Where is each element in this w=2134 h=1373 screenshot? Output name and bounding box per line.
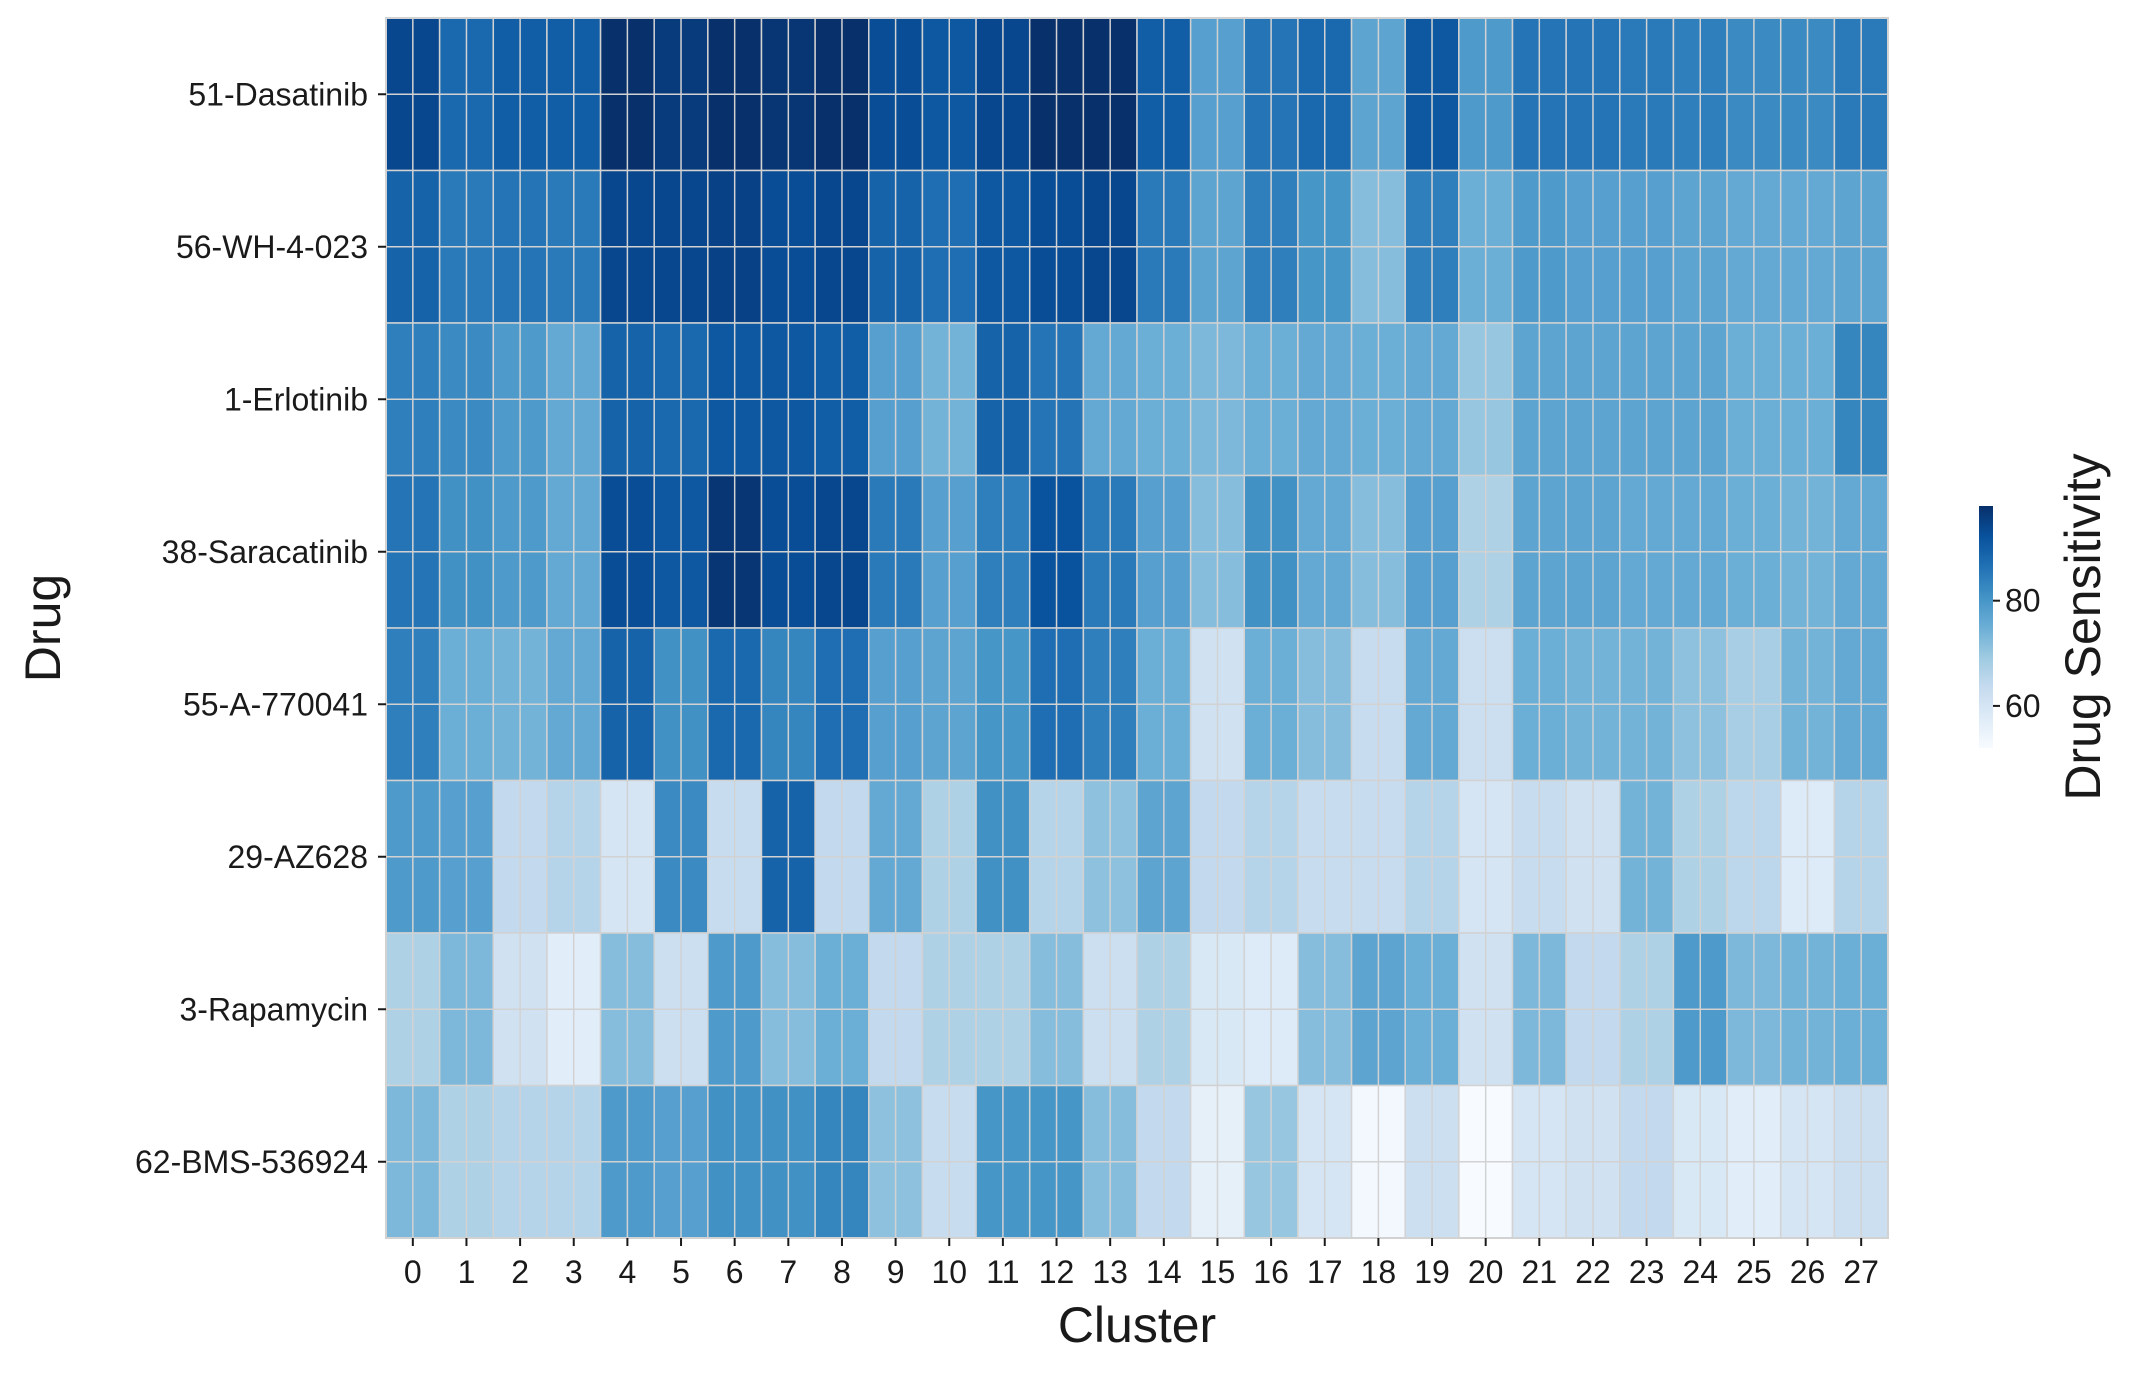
- heatmap-cells: [385, 17, 1889, 1239]
- x-tick-label: 24: [1682, 1254, 1718, 1290]
- x-axis-ticks: 0 1 2 3 4 5 6 7 8 9 10 11 12 13 14 15 16 17 18 19 20 21 22 23 24…: [404, 1238, 1879, 1290]
- x-tick-label: 10: [931, 1254, 967, 1290]
- y-tick-label: 51-Dasatinib: [188, 76, 368, 112]
- y-tick-label: 1-Erlotinib: [224, 381, 368, 417]
- y-tick-label: 62-BMS-536924: [135, 1144, 368, 1180]
- x-tick-label: 25: [1736, 1254, 1772, 1290]
- colorbar-label: Drug Sensitivity: [2055, 453, 2111, 800]
- x-tick-label: 7: [779, 1254, 797, 1290]
- x-tick-label: 2: [511, 1254, 529, 1290]
- x-tick-label: 14: [1146, 1254, 1182, 1290]
- y-axis-label: Drug: [15, 574, 71, 682]
- x-tick-label: 27: [1843, 1254, 1879, 1290]
- colorbar-tick-label: 80: [2005, 583, 2041, 619]
- x-tick-label: 18: [1361, 1254, 1397, 1290]
- x-tick-label: 15: [1200, 1254, 1236, 1290]
- x-tick-label: 5: [672, 1254, 690, 1290]
- x-tick-label: 17: [1307, 1254, 1343, 1290]
- x-tick-label: 26: [1790, 1254, 1826, 1290]
- y-axis-ticks: 51-Dasatinib 56-WH-4-023 1-Erlotinib 38-Sar…: [135, 76, 386, 1180]
- x-tick-label: 13: [1092, 1254, 1128, 1290]
- x-tick-label: 22: [1575, 1254, 1611, 1290]
- x-tick-label: 12: [1039, 1254, 1075, 1290]
- x-tick-label: 4: [618, 1254, 636, 1290]
- x-tick-label: 20: [1468, 1254, 1504, 1290]
- x-tick-label: 23: [1629, 1254, 1665, 1290]
- y-tick-label: 29-AZ628: [227, 839, 368, 875]
- x-tick-label: 8: [833, 1254, 851, 1290]
- x-tick-label: 0: [404, 1254, 422, 1290]
- x-tick-label: 6: [726, 1254, 744, 1290]
- colorbar-ticks: 60 80: [1993, 583, 2041, 724]
- x-tick-label: 9: [887, 1254, 905, 1290]
- x-tick-label: 11: [986, 1254, 1019, 1290]
- plot-frame: [385, 17, 1889, 1239]
- x-axis-label: Cluster: [1058, 1297, 1216, 1353]
- x-tick-label: 1: [458, 1254, 476, 1290]
- y-tick-label: 56-WH-4-023: [176, 229, 368, 265]
- x-tick-label: 16: [1253, 1254, 1289, 1290]
- x-tick-label: 19: [1414, 1254, 1450, 1290]
- x-tick-label: 21: [1522, 1254, 1558, 1290]
- colorbar: [1979, 506, 1993, 748]
- y-tick-label: 55-A-770041: [183, 686, 368, 722]
- y-tick-label: 38-Saracatinib: [162, 534, 368, 570]
- colorbar-tick-label: 60: [2005, 688, 2041, 724]
- x-tick-label: 3: [565, 1254, 583, 1290]
- y-tick-label: 3-Rapamycin: [179, 991, 368, 1027]
